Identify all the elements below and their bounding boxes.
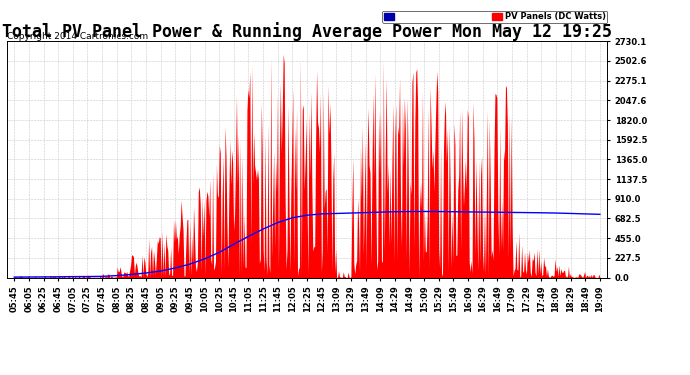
Title: Total PV Panel Power & Running Average Power Mon May 12 19:25: Total PV Panel Power & Running Average P… bbox=[2, 22, 612, 41]
Legend: Average (DC Watts), PV Panels (DC Watts): Average (DC Watts), PV Panels (DC Watts) bbox=[382, 10, 607, 23]
Text: Copyright 2014 Cartronics.com: Copyright 2014 Cartronics.com bbox=[7, 32, 148, 41]
